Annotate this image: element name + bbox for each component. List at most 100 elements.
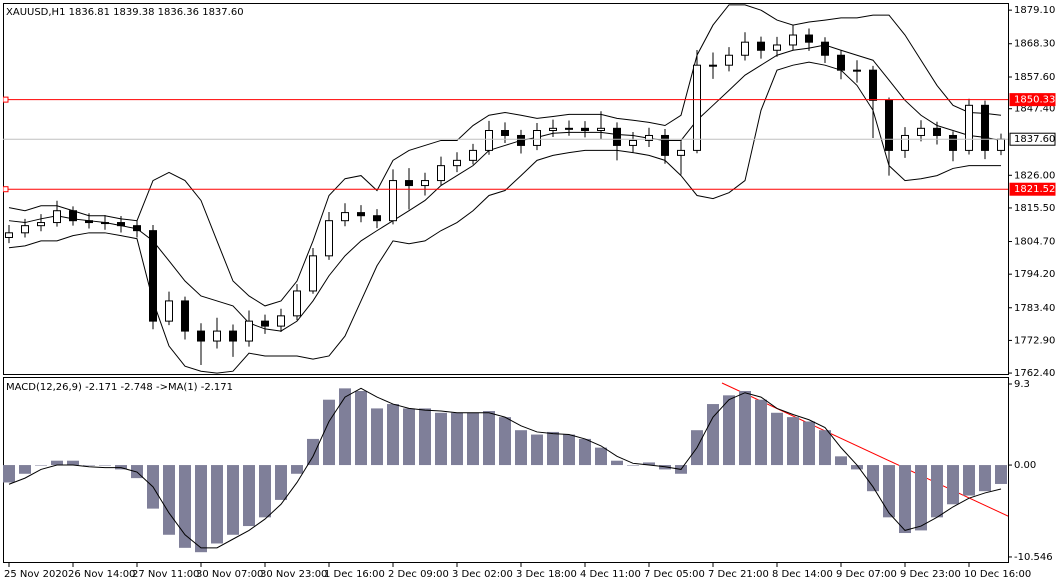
candle-body [229, 330, 237, 342]
macd-bar [419, 408, 431, 466]
price-label-box [1009, 182, 1056, 196]
candle-body [133, 225, 141, 232]
macd-bar [355, 390, 367, 466]
bollinger-middle [8, 44, 1002, 332]
macd-bar [499, 417, 511, 466]
price-label-box [1009, 93, 1056, 107]
candle-body [757, 41, 765, 51]
x-tick-label: 26 Nov 14:00 [68, 569, 135, 580]
candle-body [261, 320, 269, 327]
candle-body [789, 34, 797, 46]
candle-body [933, 127, 941, 136]
macd-bar [515, 430, 527, 466]
x-tick-label: 27 Nov 11:00 [132, 569, 199, 580]
candle-body [53, 210, 61, 224]
y-tick-label: 1868.30 [1014, 39, 1055, 50]
macd-bar [467, 412, 479, 466]
macd-bar [435, 412, 447, 466]
bollinger-upper [8, 4, 1002, 307]
y-tick-label: 1857.60 [1014, 72, 1055, 83]
candle-body [85, 220, 93, 224]
y2-tick-label: 0.00 [1014, 460, 1036, 471]
y-tick-label: 1879.10 [1014, 5, 1055, 16]
x-tick-label: 7 Dec 21:00 [708, 569, 769, 580]
candle-body [373, 215, 381, 222]
candle-body [421, 180, 429, 187]
macd-bar [867, 465, 879, 492]
macd-bar [563, 434, 575, 466]
candle-body [693, 64, 701, 151]
candle-body [293, 290, 301, 317]
macd-bar [291, 465, 303, 474]
x-tick-label: 30 Nov 23:00 [260, 569, 327, 580]
candle-body [213, 330, 221, 342]
x-tick-label: 10 Dec 16:00 [964, 569, 1031, 580]
price-label: 1837.60 [1014, 134, 1055, 145]
y-tick-label: 1772.90 [1014, 335, 1055, 346]
candle-body [69, 210, 77, 222]
candle-body [533, 130, 541, 146]
candle-body [917, 127, 925, 136]
candle-body [21, 225, 29, 234]
candle-body [853, 69, 861, 72]
macd-bar [739, 390, 751, 466]
candle-body [437, 165, 445, 182]
main-plot [3, 4, 1008, 374]
y2-tick-label: -10.546 [1014, 552, 1053, 563]
macd-bar [483, 411, 495, 466]
candle-body [469, 149, 477, 161]
y-tick-label: 1804.70 [1014, 237, 1055, 248]
macd-bar [259, 465, 271, 518]
candle-body [501, 130, 509, 136]
x-tick-label: 25 Nov 2020 [4, 569, 68, 580]
macd-plot [3, 382, 1008, 553]
candle-body [117, 222, 125, 227]
candle-body [597, 127, 605, 132]
candle-body [309, 255, 317, 292]
macd-bar [19, 465, 31, 474]
candle-body [165, 300, 173, 322]
macd-bar [35, 465, 47, 466]
macd-bar [995, 465, 1007, 484]
x-tick-label: 30 Nov 07:00 [196, 569, 263, 580]
macd-bar [387, 404, 399, 466]
x-tick-label: 2 Dec 09:00 [388, 569, 449, 580]
candle-body [613, 127, 621, 146]
macd-bar [915, 465, 927, 531]
x-tick-label: 9 Dec 23:00 [900, 569, 961, 580]
macd-bar [883, 465, 895, 518]
x-tick-label: 3 Dec 18:00 [516, 569, 577, 580]
macd-bar [243, 465, 255, 527]
macd-bar [899, 465, 911, 534]
macd-bar [819, 430, 831, 466]
macd-bar [979, 465, 991, 492]
candle-body [181, 300, 189, 332]
candle-body [677, 149, 685, 156]
signal-line [8, 387, 1002, 549]
x-tick-label: 7 Dec 05:00 [644, 569, 705, 580]
y-tick-label: 1826.00 [1014, 170, 1055, 181]
candle-body [389, 180, 397, 222]
macd-bar [211, 465, 223, 544]
line-anchor [3, 96, 9, 103]
bollinger-lower [8, 61, 1001, 374]
candle-body [149, 230, 157, 322]
macd-bar [803, 421, 815, 466]
candle-body [629, 139, 637, 146]
candle-body [197, 330, 205, 342]
macd-bar [547, 431, 559, 466]
macd-bar [707, 404, 719, 466]
x-tick-label: 9 Dec 07:00 [836, 569, 897, 580]
macd-bar [771, 412, 783, 466]
y-tick-label: 1847.40 [1014, 104, 1055, 115]
macd-bar [627, 465, 639, 466]
x-tick-label: 3 Dec 02:00 [452, 569, 513, 580]
candle-body [325, 220, 333, 257]
candle-body [277, 315, 285, 327]
macd-bar [51, 460, 63, 466]
macd-bar [947, 465, 959, 505]
candle-body [741, 41, 749, 56]
candle-body [341, 212, 349, 222]
macd-bar [723, 395, 735, 466]
